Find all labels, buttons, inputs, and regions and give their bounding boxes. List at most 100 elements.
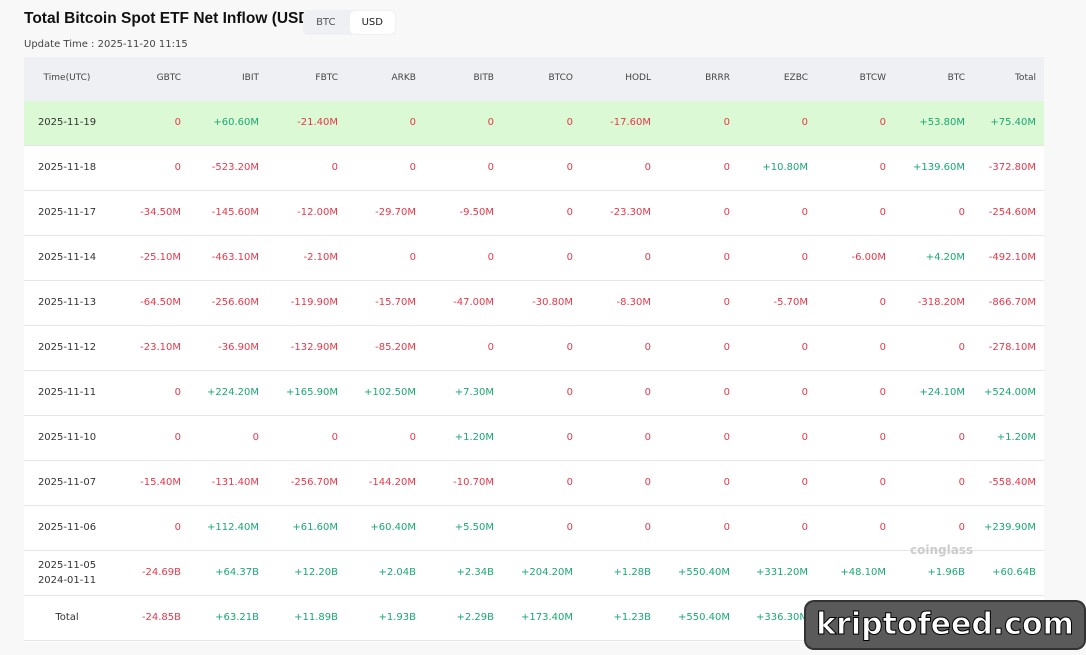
value-cell: -9.50M <box>459 207 494 218</box>
date-cell: 2025-11-18 <box>37 162 97 173</box>
value-cell: 0 <box>958 522 965 533</box>
value-cell: 0 <box>174 117 181 128</box>
value-cell: +2.04B <box>378 567 416 578</box>
update-time: Update Time : 2025-11-20 11:15 <box>24 39 188 50</box>
date-cell: 2025-11-11 <box>37 387 97 398</box>
value-cell: 0 <box>801 342 808 353</box>
value-cell: 0 <box>644 387 651 398</box>
value-cell: -23.10M <box>140 342 181 353</box>
value-cell: 0 <box>879 387 886 398</box>
inflow-table: Time(UTC) GBTC IBIT FBTC ARKB BITB BTCO HODL BRR… <box>24 57 1044 642</box>
value-cell: +61.60M <box>292 522 338 533</box>
value-cell: -145.60M <box>211 207 259 218</box>
value-cell: 0 <box>958 342 965 353</box>
value-cell: +12.20B <box>294 567 338 578</box>
value-cell: 0 <box>879 342 886 353</box>
unit-toggle: BTC USD <box>303 10 396 35</box>
value-cell: 0 <box>174 522 181 533</box>
value-cell: -24.69B <box>141 567 181 578</box>
value-cell: 0 <box>644 522 651 533</box>
value-cell: 0 <box>723 297 730 308</box>
value-cell: 0 <box>487 252 494 263</box>
value-cell: +64.37B <box>215 567 259 578</box>
value-cell: 0 <box>409 117 416 128</box>
date-cell: 2025-11-13 <box>37 297 97 308</box>
value-cell: 0 <box>723 162 730 173</box>
value-cell: 0 <box>723 342 730 353</box>
value-cell: -318.20M <box>917 297 965 308</box>
value-cell: -119.90M <box>290 297 338 308</box>
column-header: BTCW <box>859 73 886 83</box>
value-cell: 0 <box>644 252 651 263</box>
value-cell: -5.70M <box>773 297 808 308</box>
column-header: BTC <box>947 73 965 83</box>
value-cell: -25.10M <box>140 252 181 263</box>
value-cell: -2.10M <box>303 252 338 263</box>
value-cell: +24.10M <box>919 387 965 398</box>
column-header: EZBC <box>783 73 808 83</box>
value-cell: -23.30M <box>610 207 651 218</box>
value-cell: 0 <box>487 162 494 173</box>
value-cell: 0 <box>566 522 573 533</box>
value-cell: 0 <box>879 207 886 218</box>
value-cell: 0 <box>644 342 651 353</box>
value-cell: -21.40M <box>297 117 338 128</box>
overlay-text: kriptofeed.com <box>816 607 1075 643</box>
value-cell: 0 <box>958 477 965 488</box>
value-cell: -254.60M <box>988 207 1036 218</box>
value-cell: -278.10M <box>988 342 1036 353</box>
value-cell: +2.34B <box>456 567 494 578</box>
value-cell: 0 <box>958 207 965 218</box>
toggle-btc[interactable]: BTC <box>316 17 336 28</box>
value-cell: +1.93B <box>378 612 416 623</box>
table-row: 2025-11-14 -25.10M -463.10M -2.10M 0 0 0 0 0 0 -6.… <box>24 236 1044 281</box>
value-cell: -256.70M <box>290 477 338 488</box>
value-cell: -144.20M <box>368 477 416 488</box>
value-cell: -30.80M <box>532 297 573 308</box>
column-header: BITB <box>473 73 494 83</box>
value-cell: -10.70M <box>453 477 494 488</box>
table-row: 2025-11-11 0 +224.20M +165.90M +102.50M +7.30… <box>24 371 1044 416</box>
value-cell: +331.20M <box>756 567 808 578</box>
value-cell: +524.00M <box>984 387 1036 398</box>
value-cell: +75.40M <box>990 117 1036 128</box>
value-cell: +1.28B <box>613 567 651 578</box>
value-cell: 0 <box>879 477 886 488</box>
value-cell: +4.20M <box>925 252 965 263</box>
date-cell: 2025-11-19 <box>37 117 97 128</box>
value-cell: -34.50M <box>140 207 181 218</box>
column-header: HODL <box>625 73 651 83</box>
value-cell: -17.60M <box>610 117 651 128</box>
column-header: BRRR <box>705 73 730 83</box>
value-cell: +1.20M <box>454 432 494 443</box>
value-cell: 0 <box>409 432 416 443</box>
value-cell: -256.60M <box>211 297 259 308</box>
column-header: FBTC <box>315 73 338 83</box>
value-cell: 0 <box>644 432 651 443</box>
value-cell: 0 <box>723 432 730 443</box>
value-cell: 0 <box>879 162 886 173</box>
value-cell: 0 <box>174 387 181 398</box>
value-cell: +112.40M <box>207 522 259 533</box>
value-cell: -64.50M <box>140 297 181 308</box>
value-cell: 0 <box>879 117 886 128</box>
value-cell: -47.00M <box>453 297 494 308</box>
column-header: Time(UTC) <box>43 73 91 83</box>
value-cell: -12.00M <box>297 207 338 218</box>
value-cell: -492.10M <box>988 252 1036 263</box>
value-cell: 0 <box>801 522 808 533</box>
toggle-usd[interactable]: USD <box>349 11 395 34</box>
table-row: 2025-11-12 -23.10M -36.90M -132.90M -85.20M 0… <box>24 326 1044 371</box>
value-cell: +2.29B <box>456 612 494 623</box>
value-cell: -24.85B <box>141 612 181 623</box>
watermark: coinglass <box>910 543 974 557</box>
value-cell: 0 <box>801 252 808 263</box>
value-cell: +10.80M <box>762 162 808 173</box>
table-row: 2025-11-13 -64.50M -256.60M -119.90M -15.70M… <box>24 281 1044 326</box>
value-cell: 0 <box>723 477 730 488</box>
value-cell: 0 <box>723 522 730 533</box>
value-cell: +7.30M <box>454 387 494 398</box>
value-cell: 0 <box>566 432 573 443</box>
value-cell: 0 <box>331 432 338 443</box>
